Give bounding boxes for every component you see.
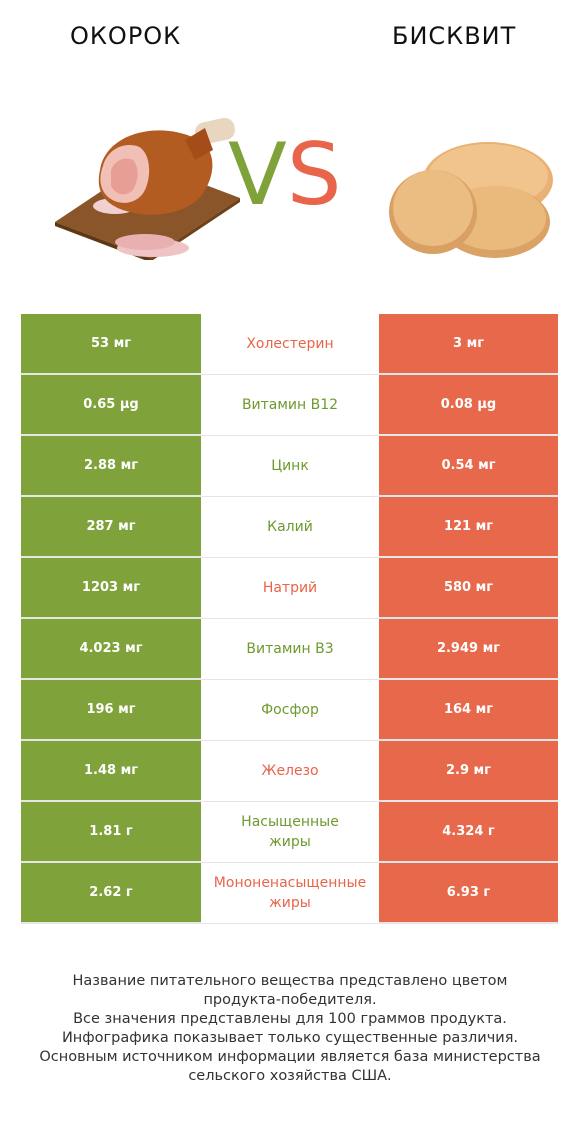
ham-image: [55, 117, 240, 260]
left-value: 1.48 мг: [21, 741, 201, 801]
right-value: 4.324 г: [379, 802, 558, 862]
left-value: 2.88 мг: [21, 436, 201, 496]
left-value: 0.65 µg: [21, 375, 201, 435]
table-row: 0.65 µg Витамин B12 0.08 µg: [21, 375, 558, 436]
right-value: 6.93 г: [379, 863, 558, 923]
nutrient-name: Калий: [201, 497, 379, 557]
biscuit-image: [389, 142, 553, 258]
nutrient-name: Фосфор: [201, 680, 379, 740]
footer-line: сельского хозяйства США.: [188, 1068, 392, 1084]
table-row: 1.81 г Насыщенные жиры 4.324 г: [21, 802, 558, 863]
right-value: 0.54 мг: [379, 436, 558, 496]
nutrient-name: Цинк: [201, 436, 379, 496]
footer-line: Все значения представлены для 100 граммо…: [73, 1011, 507, 1027]
left-value: 196 мг: [21, 680, 201, 740]
right-value: 0.08 µg: [379, 375, 558, 435]
right-product-title: БИСКВИТ: [392, 22, 517, 50]
footer-note: Название питательного вещества представл…: [0, 972, 580, 1086]
nutrient-name: Железо: [201, 741, 379, 801]
left-value: 53 мг: [21, 314, 201, 374]
right-value: 121 мг: [379, 497, 558, 557]
nutrient-name: Натрий: [201, 558, 379, 618]
nutrient-name: Насыщенные жиры: [201, 802, 379, 862]
right-value: 3 мг: [379, 314, 558, 374]
table-row: 2.62 г Мононенасыщенные жиры 6.93 г: [21, 863, 558, 924]
nutrient-name: Холестерин: [201, 314, 379, 374]
right-value: 580 мг: [379, 558, 558, 618]
table-row: 1203 мг Натрий 580 мг: [21, 558, 558, 619]
right-value: 2.9 мг: [379, 741, 558, 801]
table-row: 53 мг Холестерин 3 мг: [21, 314, 558, 375]
nutrient-name: Витамин B12: [201, 375, 379, 435]
table-row: 4.023 мг Витамин B3 2.949 мг: [21, 619, 558, 680]
table-row: 1.48 мг Железо 2.9 мг: [21, 741, 558, 802]
right-value: 2.949 мг: [379, 619, 558, 679]
table-row: 196 мг Фосфор 164 мг: [21, 680, 558, 741]
left-value: 4.023 мг: [21, 619, 201, 679]
vs-label: VS: [228, 125, 342, 225]
footer-line: продукта-победителя.: [203, 992, 377, 1008]
left-value: 1.81 г: [21, 802, 201, 862]
table-row: 2.88 мг Цинк 0.54 мг: [21, 436, 558, 497]
left-value: 2.62 г: [21, 863, 201, 923]
left-product-title: ОКОРОК: [70, 22, 182, 50]
nutrient-name: Витамин B3: [201, 619, 379, 679]
comparison-table: 53 мг Холестерин 3 мг 0.65 µg Витамин B12 0.0…: [21, 314, 558, 924]
left-value: 287 мг: [21, 497, 201, 557]
right-value: 164 мг: [379, 680, 558, 740]
nutrient-name: Мононенасыщенные жиры: [201, 863, 379, 923]
footer-line: Основным источником информации является …: [39, 1049, 541, 1065]
table-row: 287 мг Калий 121 мг: [21, 497, 558, 558]
footer-line: Инфографика показывает только существенн…: [61, 1030, 519, 1046]
left-value: 1203 мг: [21, 558, 201, 618]
footer-line: Название питательного вещества представл…: [72, 973, 508, 989]
